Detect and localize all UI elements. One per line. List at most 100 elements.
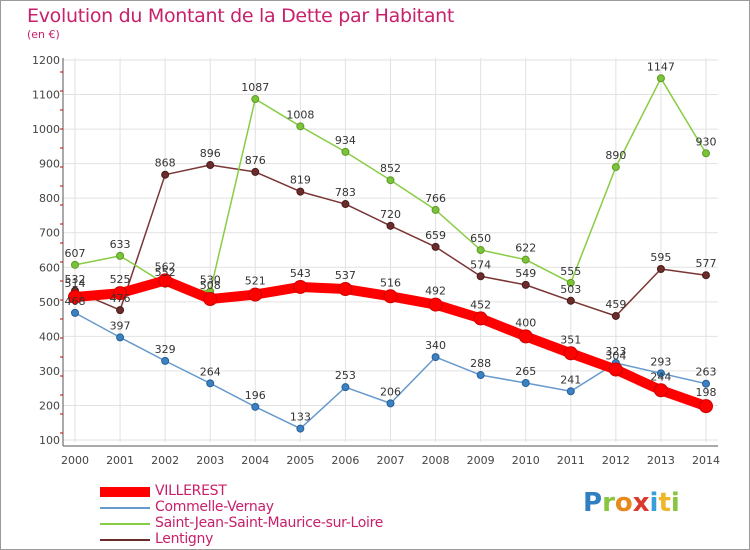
y-tick-label: 300	[39, 365, 60, 378]
data-point-villerest	[68, 289, 82, 304]
x-tick-label: 2012	[602, 454, 630, 467]
legend-swatch-commelle-vernay	[100, 507, 150, 509]
x-tick-label: 2005	[286, 454, 314, 467]
chart-unit: (en €)	[27, 28, 60, 41]
data-point-commelle-vernay	[702, 379, 710, 388]
data-label-lentigny: 896	[200, 147, 221, 160]
data-label-villerest: 537	[335, 269, 356, 282]
data-point-villerest	[383, 289, 398, 304]
x-tick-label: 2001	[106, 454, 134, 467]
y-tick-label: 200	[39, 399, 60, 412]
data-label-saint-jean: 650	[470, 232, 491, 245]
series-saint-jean	[71, 74, 710, 296]
logo-letter: r	[602, 488, 615, 518]
logo-letter: t	[658, 488, 671, 518]
data-point-villerest	[203, 292, 218, 307]
data-point-saint-jean	[611, 163, 620, 172]
legend-item-villerest: VILLEREST	[100, 483, 430, 499]
legend-item-lentigny: Lentigny	[100, 531, 430, 547]
data-label-commelle-vernay: 288	[470, 357, 491, 370]
legend-label-lentigny: Lentigny	[155, 531, 214, 547]
data-point-lentigny	[386, 221, 395, 230]
data-point-commelle-vernay	[161, 356, 170, 365]
labels-saint-jean: 607 633 552 530 1087 1008 934 852 766 650 622 555 89…	[65, 60, 717, 286]
y-tick-label: 1000	[32, 123, 60, 136]
data-label-lentigny: 720	[380, 208, 401, 221]
data-label-villerest: 508	[200, 279, 221, 292]
data-label-saint-jean: 607	[65, 247, 86, 260]
x-tick-label: 2000	[61, 454, 89, 467]
data-label-lentigny: 868	[155, 157, 176, 170]
y-tick-label: 900	[39, 158, 60, 171]
data-point-lentigny	[611, 311, 620, 320]
data-label-commelle-vernay: 263	[696, 366, 717, 379]
y-tick-label: 600	[39, 261, 60, 274]
data-point-saint-jean	[71, 260, 79, 269]
x-tick-label: 2007	[377, 454, 405, 467]
data-label-villerest: 543	[290, 267, 311, 280]
data-label-saint-jean: 633	[110, 238, 131, 251]
data-point-villerest	[293, 279, 308, 294]
data-label-lentigny: 459	[605, 298, 626, 311]
data-point-lentigny	[341, 200, 350, 209]
data-point-commelle-vernay	[251, 402, 260, 411]
data-point-saint-jean	[386, 176, 395, 185]
logo-letter: x	[632, 488, 650, 518]
logo-letter: i	[670, 488, 680, 518]
data-point-lentigny	[566, 296, 575, 305]
data-label-commelle-vernay: 265	[515, 365, 536, 378]
labels-villerest: 514 525 562 508 521 543 537 516 492 452 400 351 304 2…	[65, 260, 717, 399]
data-point-villerest	[653, 383, 668, 398]
logo-letter: o	[614, 488, 633, 518]
labels-commelle-vernay: 468 397 329 264 196 133 253 206 340 288 265 241 323 2…	[65, 295, 717, 424]
data-point-saint-jean	[431, 205, 440, 214]
data-label-commelle-vernay: 329	[155, 343, 176, 356]
y-tick-label: 1100	[32, 89, 60, 102]
data-point-saint-jean	[521, 255, 530, 264]
data-point-lentigny	[702, 271, 710, 280]
data-point-commelle-vernay	[71, 308, 79, 317]
data-point-saint-jean	[116, 251, 125, 260]
data-label-commelle-vernay: 323	[605, 345, 626, 358]
labels-lentigny: 532 476 868 896 876 819 783 720 659 574 549 503 459 5…	[65, 147, 717, 311]
data-label-saint-jean: 930	[696, 135, 717, 148]
x-tick-label: 2003	[196, 454, 224, 467]
data-label-saint-jean: 1147	[647, 60, 675, 73]
data-label-saint-jean: 934	[335, 134, 356, 147]
data-label-villerest: 514	[65, 277, 86, 290]
legend-label-saint-jean: Saint-Jean-Saint-Maurice-sur-Loire	[155, 515, 384, 531]
data-point-commelle-vernay	[476, 371, 485, 380]
data-point-saint-jean	[702, 149, 710, 158]
data-point-villerest	[473, 311, 488, 326]
data-label-villerest: 521	[245, 275, 266, 288]
data-point-commelle-vernay	[566, 387, 575, 396]
data-label-saint-jean: 766	[425, 192, 446, 205]
data-point-commelle-vernay	[656, 369, 665, 378]
data-label-commelle-vernay: 264	[200, 365, 221, 378]
data-label-saint-jean: 622	[515, 242, 536, 255]
x-tick-label: 2004	[241, 454, 269, 467]
logo-letter: P	[583, 488, 603, 518]
y-tick-label: 800	[39, 192, 60, 205]
data-label-villerest: 304	[605, 350, 626, 363]
data-label-commelle-vernay: 340	[425, 339, 446, 352]
data-label-lentigny: 659	[425, 229, 446, 242]
data-point-lentigny	[116, 306, 125, 315]
x-tick-label: 2008	[422, 454, 450, 467]
data-label-saint-jean: 552	[155, 266, 176, 279]
legend-swatch-saint-jean	[100, 523, 150, 525]
data-label-villerest: 198	[696, 386, 717, 399]
data-point-saint-jean	[341, 147, 350, 156]
data-point-commelle-vernay	[386, 399, 395, 408]
data-point-saint-jean	[251, 95, 260, 104]
data-label-saint-jean: 890	[605, 149, 626, 162]
data-label-lentigny: 577	[696, 257, 717, 270]
legend-label-villerest: VILLEREST	[155, 483, 227, 499]
data-label-saint-jean: 852	[380, 162, 401, 175]
data-point-villerest	[428, 297, 443, 312]
data-point-lentigny	[431, 242, 440, 251]
x-tick-label: 2013	[647, 454, 675, 467]
data-label-commelle-vernay: 397	[110, 319, 131, 332]
y-tick-label: 1200	[32, 54, 60, 67]
